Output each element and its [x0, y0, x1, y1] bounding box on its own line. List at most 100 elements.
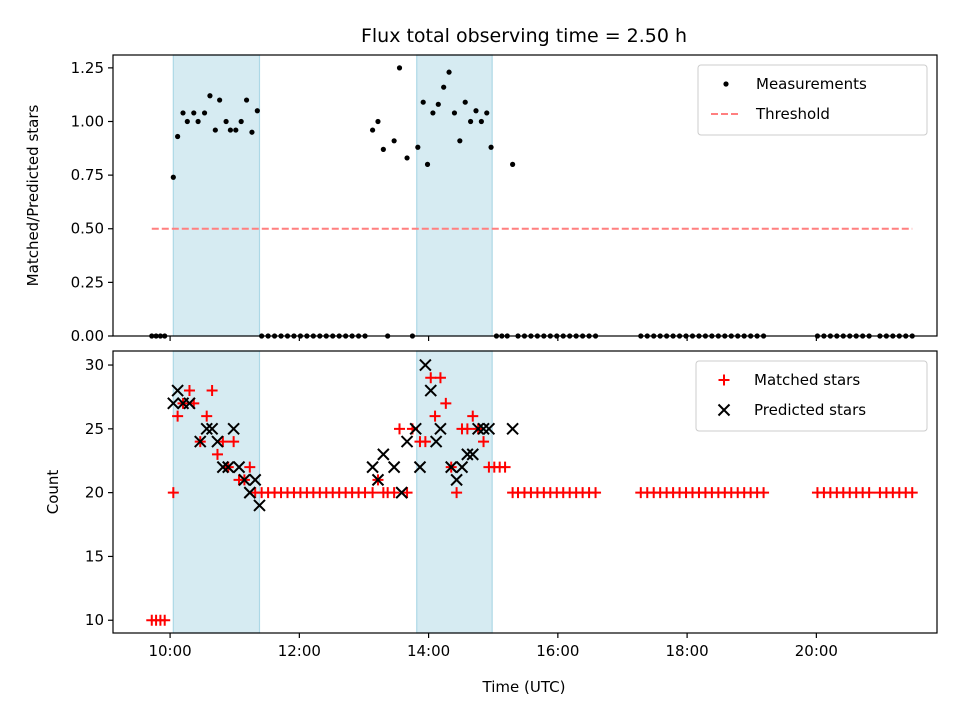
measurements-point	[435, 101, 441, 107]
measurements-point	[468, 118, 474, 125]
predicted-stars-point	[400, 435, 414, 448]
predicted-stars-point	[171, 384, 184, 397]
predicted-stars-point	[222, 460, 235, 474]
matched-stars-point	[206, 385, 218, 397]
ratio-panel-y-label: Matched/Predicted stars	[24, 105, 42, 287]
predicted-stars-point	[227, 422, 240, 436]
measurements-point	[375, 118, 381, 125]
measurements-point	[227, 127, 234, 133]
x-axis-label: Time (UTC)	[482, 678, 566, 696]
predicted-stars-point	[419, 358, 432, 372]
shaded-interval-2	[416, 54, 493, 337]
predicted-stars-point	[200, 422, 213, 436]
measurements-point	[420, 99, 426, 105]
predicted-stars-point	[506, 422, 519, 436]
matched-stars-point	[758, 487, 770, 499]
predicted-stars-point	[183, 397, 196, 410]
matched-stars-point	[425, 372, 437, 384]
measurements-point	[249, 129, 255, 135]
measurements-point	[212, 127, 218, 133]
measurements-point	[451, 110, 458, 116]
predicted-stars-point	[395, 486, 408, 499]
matched-stars-point	[451, 487, 463, 499]
measurements-point	[462, 99, 468, 105]
measurements-point	[473, 108, 479, 114]
predicted-stars-point	[445, 460, 458, 474]
y-tick-label: 10	[85, 611, 104, 629]
matched-stars-point	[388, 487, 400, 499]
measurements-point	[430, 110, 436, 116]
y-tick-label: 25	[85, 420, 104, 438]
matched-stars-point	[211, 448, 223, 460]
matched-stars-point	[499, 461, 511, 473]
predicted-stars-point	[248, 473, 262, 487]
count-series	[146, 358, 918, 626]
matched-stars-point	[244, 461, 256, 473]
matched-stars-point	[419, 436, 431, 448]
ratio-panel-shading	[172, 54, 493, 337]
matched-stars-point	[401, 487, 413, 499]
legend-label: Threshold	[755, 105, 830, 123]
legend-marker	[723, 81, 729, 87]
shaded-interval-1	[172, 350, 261, 634]
chart-title: Flux total observing time = 2.50 h	[361, 25, 687, 47]
y-tick-label: 20	[85, 484, 104, 502]
matched-stars-point	[478, 436, 490, 448]
measurements-point	[478, 118, 484, 125]
predicted-stars-point	[211, 435, 224, 448]
matched-stars-point	[434, 372, 446, 384]
matched-stars-point	[429, 410, 441, 422]
measurements-point	[175, 133, 181, 140]
count-panel: 10 15 20 25 30 10:00 12:00 14:00 16:00 18:00 20:0…	[44, 350, 938, 660]
measurements-point	[180, 110, 186, 116]
measurements-point	[446, 69, 452, 75]
ratio-panel-legend: Measurements Threshold	[697, 64, 928, 136]
predicted-stars-point	[371, 473, 385, 487]
matched-stars-point	[440, 397, 452, 409]
matched-stars-point	[183, 385, 195, 397]
predicted-stars-point	[466, 448, 479, 461]
measurements-point	[380, 146, 386, 152]
predicted-stars-point	[366, 460, 379, 474]
ratio-panel-y-axis: 0.00 0.25 0.50 0.75 1.00 1.25	[71, 59, 113, 345]
legend-label: Measurements	[756, 75, 867, 93]
predicted-stars-point	[194, 435, 207, 448]
predicted-stars-point	[482, 422, 496, 436]
count-panel-x-axis: 10:00 12:00 14:00 16:00 18:00 20:00	[148, 633, 838, 660]
legend-box	[697, 64, 928, 136]
x-tick-label: 18:00	[665, 642, 708, 660]
matched-stars-point	[159, 614, 171, 626]
predicted-stars-point	[243, 486, 257, 499]
measurements-point	[184, 118, 190, 125]
matched-stars-point	[590, 487, 602, 499]
legend-label: Predicted stars	[754, 401, 866, 419]
measurements-point	[201, 110, 208, 116]
predicted-stars-point	[424, 384, 437, 397]
predicted-stars-point	[455, 460, 469, 474]
measurements-point	[415, 144, 421, 150]
matched-stars-point	[201, 410, 213, 422]
predicted-stars-point	[387, 460, 401, 474]
measurements-point	[170, 174, 176, 180]
x-tick-label: 20:00	[795, 642, 838, 660]
legend-box	[695, 360, 928, 432]
x-tick-label: 14:00	[407, 642, 450, 660]
legend-marker	[718, 374, 730, 386]
measurements-point	[488, 144, 494, 150]
measurements-point	[484, 110, 490, 116]
measurements-point	[391, 138, 397, 144]
measurements-point	[195, 118, 201, 125]
measurements-point	[396, 65, 403, 71]
predicted-stars-point	[232, 460, 246, 474]
x-tick-label: 12:00	[278, 642, 321, 660]
measurements-point	[254, 108, 260, 114]
count-panel-y-label: Count	[44, 470, 62, 515]
count-panel-frame	[112, 350, 938, 634]
predicted-stars-point	[409, 422, 422, 436]
predicted-stars-point	[167, 397, 180, 410]
measurements-point	[243, 97, 250, 103]
measurements-point	[207, 93, 213, 99]
measurements-point	[217, 97, 223, 103]
measurements-point	[441, 84, 447, 90]
